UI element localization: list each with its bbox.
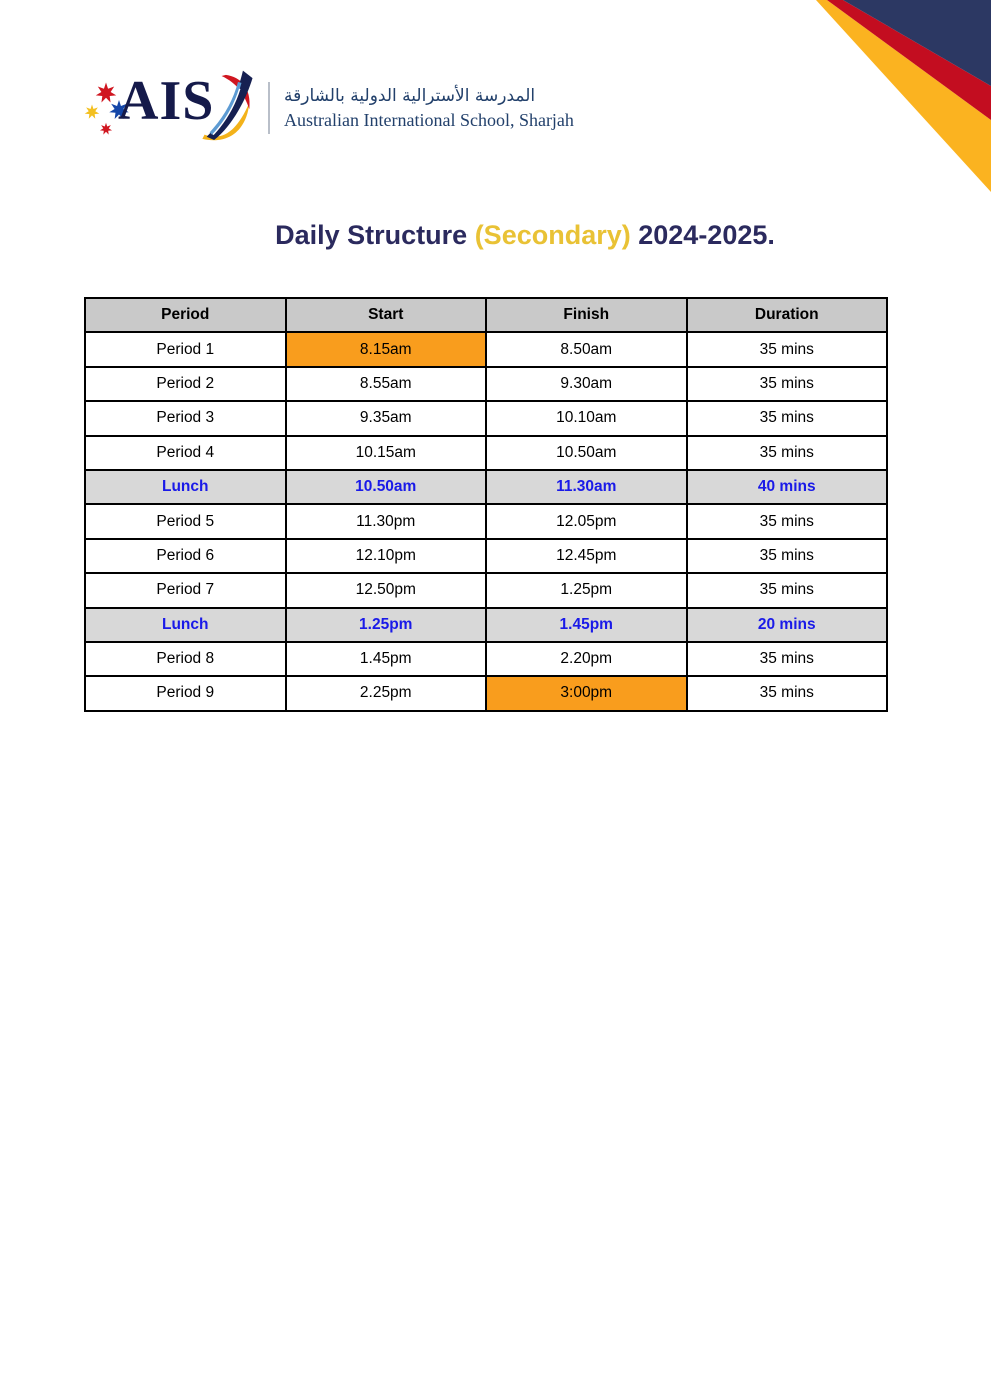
header-duration: Duration bbox=[685, 296, 888, 334]
start-cell: 8.55am bbox=[284, 365, 487, 403]
period-cell: Period 6 bbox=[84, 537, 287, 575]
start-cell: 1.45pm bbox=[284, 640, 487, 678]
finish-cell: 12.45pm bbox=[485, 537, 688, 575]
finish-cell: 10.10am bbox=[485, 400, 688, 437]
duration-cell: 35 mins bbox=[685, 331, 888, 368]
table-row: Period 8 1.45pm 2.20pm 35 mins bbox=[84, 640, 888, 678]
duration-cell: 35 mins bbox=[685, 675, 888, 712]
period-cell: Period 5 bbox=[84, 503, 287, 540]
finish-cell: 12.05pm bbox=[485, 503, 688, 540]
header-finish: Finish bbox=[485, 296, 688, 334]
corner-red-triangle bbox=[827, 0, 991, 120]
period-cell: Lunch bbox=[84, 606, 287, 643]
table-row: Period 7 12.50pm 1.25pm 35 mins bbox=[84, 572, 888, 609]
table-row: Period 4 10.15am 10.50am 35 mins bbox=[84, 434, 888, 471]
table-row: Period 1 8.15am 8.50am 35 mins bbox=[84, 331, 888, 368]
finish-cell: 9.30am bbox=[485, 365, 688, 403]
header-start: Start bbox=[284, 296, 487, 334]
header-period: Period bbox=[84, 296, 287, 334]
logo-acronym: AIS bbox=[118, 70, 215, 132]
duration-cell: 35 mins bbox=[685, 365, 888, 403]
title-secondary: (Secondary) bbox=[474, 220, 631, 250]
period-cell: Period 9 bbox=[84, 675, 287, 712]
duration-cell: 40 mins bbox=[685, 468, 888, 506]
finish-cell: 10.50am bbox=[485, 434, 688, 471]
page-title: Daily Structure (Secondary) 2024-2025. bbox=[0, 220, 991, 251]
table-header-row: Period Start Finish Duration bbox=[84, 296, 888, 334]
period-cell: Period 2 bbox=[84, 365, 287, 403]
lunch-row: Lunch 10.50am 11.30am 40 mins bbox=[84, 468, 888, 506]
table-row: Period 6 12.10pm 12.45pm 35 mins bbox=[84, 537, 888, 575]
duration-cell: 35 mins bbox=[685, 434, 888, 471]
period-cell: Lunch bbox=[84, 468, 287, 506]
finish-cell: 2.20pm bbox=[485, 640, 688, 678]
lunch-row: Lunch 1.25pm 1.45pm 20 mins bbox=[84, 606, 888, 643]
duration-cell: 20 mins bbox=[685, 606, 888, 643]
duration-cell: 35 mins bbox=[685, 640, 888, 678]
table-row: Period 3 9.35am 10.10am 35 mins bbox=[84, 400, 888, 437]
table-row: Period 9 2.25pm 3:00pm 35 mins bbox=[84, 675, 888, 712]
start-cell-highlighted: 8.15am bbox=[284, 331, 487, 368]
finish-cell-highlighted: 3:00pm bbox=[485, 675, 688, 712]
start-cell: 2.25pm bbox=[284, 675, 487, 712]
start-cell: 12.10pm bbox=[284, 537, 487, 575]
period-cell: Period 1 bbox=[84, 331, 287, 368]
title-years: 2024-2025. bbox=[638, 220, 775, 250]
corner-yellow-triangle bbox=[816, 0, 991, 192]
corner-navy-triangle bbox=[843, 0, 991, 86]
duration-cell: 35 mins bbox=[685, 572, 888, 609]
daily-structure-table: Period Start Finish Duration Period 1 8.… bbox=[84, 296, 888, 712]
period-cell: Period 4 bbox=[84, 434, 287, 471]
start-cell: 11.30pm bbox=[284, 503, 487, 540]
start-cell: 9.35am bbox=[284, 400, 487, 437]
period-cell: Period 7 bbox=[84, 572, 287, 609]
logo-artwork: AIS bbox=[78, 68, 258, 148]
logo-divider bbox=[268, 82, 270, 134]
start-cell: 10.15am bbox=[284, 434, 487, 471]
corner-ribbon-graphic bbox=[816, 0, 991, 192]
finish-cell: 1.45pm bbox=[485, 606, 688, 643]
duration-cell: 35 mins bbox=[685, 537, 888, 575]
period-cell: Period 8 bbox=[84, 640, 287, 678]
duration-cell: 35 mins bbox=[685, 503, 888, 540]
table-row: Period 5 11.30pm 12.05pm 35 mins bbox=[84, 503, 888, 540]
duration-cell: 35 mins bbox=[685, 400, 888, 437]
start-cell: 12.50pm bbox=[284, 572, 487, 609]
logo-names: المدرسة الأسترالية الدولية بالشارقة Aust… bbox=[284, 84, 574, 132]
start-cell: 1.25pm bbox=[284, 606, 487, 643]
school-logo: AIS المدرسة الأسترالية الدولية بالشارقة … bbox=[78, 68, 574, 148]
finish-cell: 11.30am bbox=[485, 468, 688, 506]
finish-cell: 8.50am bbox=[485, 331, 688, 368]
table-row: Period 2 8.55am 9.30am 35 mins bbox=[84, 365, 888, 403]
finish-cell: 1.25pm bbox=[485, 572, 688, 609]
school-name-english: Australian International School, Sharjah bbox=[284, 110, 574, 130]
school-name-arabic: المدرسة الأسترالية الدولية بالشارقة bbox=[284, 86, 536, 106]
title-daily-structure: Daily Structure bbox=[275, 220, 468, 250]
logo-swoosh-icon bbox=[202, 70, 253, 141]
start-cell: 10.50am bbox=[284, 468, 487, 506]
period-cell: Period 3 bbox=[84, 400, 287, 437]
